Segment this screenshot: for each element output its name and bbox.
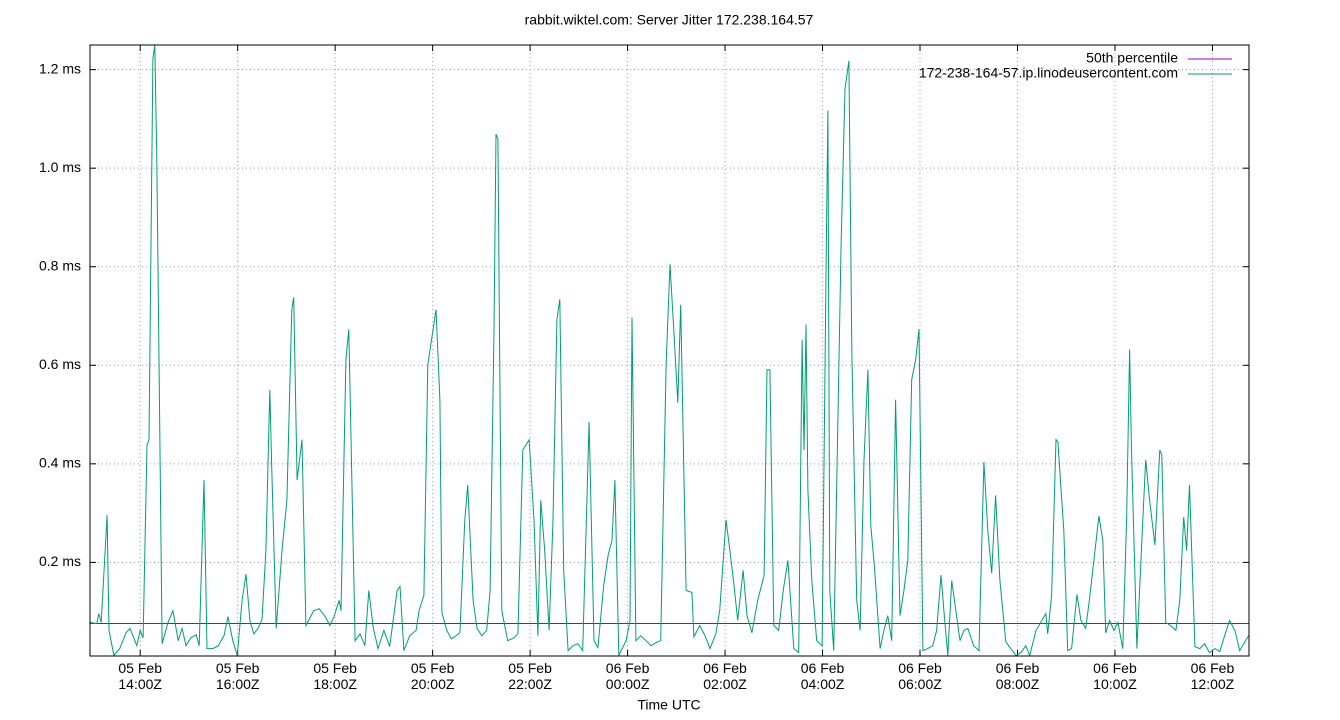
chart-title: rabbit.wiktel.com: Server Jitter 172.238… [525, 12, 814, 28]
y-tick-label: 1.2 ms [39, 60, 81, 76]
x-tick-label: 05 Feb 14:00Z [118, 660, 162, 692]
x-tick-label: 06 Feb 10:00Z [1093, 660, 1137, 692]
legend-label: 50th percentile [1086, 50, 1178, 66]
y-tick-label: 0.6 ms [39, 356, 81, 372]
x-tick-label: 05 Feb 16:00Z [216, 660, 260, 692]
x-axis-label: Time UTC [637, 697, 700, 713]
x-tick-label: 06 Feb 08:00Z [996, 660, 1040, 692]
x-tick-label: 06 Feb 06:00Z [898, 660, 942, 692]
y-tick-label: 0.2 ms [39, 553, 81, 569]
y-tick-label: 0.8 ms [39, 257, 81, 273]
legend-label: 172-238-164-57.ip.linodeusercontent.com [919, 65, 1178, 81]
data-line [90, 45, 1249, 656]
y-tick-label: 0.4 ms [39, 455, 81, 471]
x-tick-label: 06 Feb 12:00Z [1191, 660, 1235, 692]
x-tick-label: 06 Feb 02:00Z [703, 660, 747, 692]
x-tick-label: 06 Feb 00:00Z [606, 660, 650, 692]
x-tick-label: 05 Feb 20:00Z [411, 660, 455, 692]
x-tick-label: 05 Feb 18:00Z [313, 660, 357, 692]
plot-frame [89, 44, 1250, 657]
y-tick-label: 1.0 ms [39, 159, 81, 175]
x-tick-label: 05 Feb 22:00Z [508, 660, 552, 692]
x-tick-label: 06 Feb 04:00Z [801, 660, 845, 692]
